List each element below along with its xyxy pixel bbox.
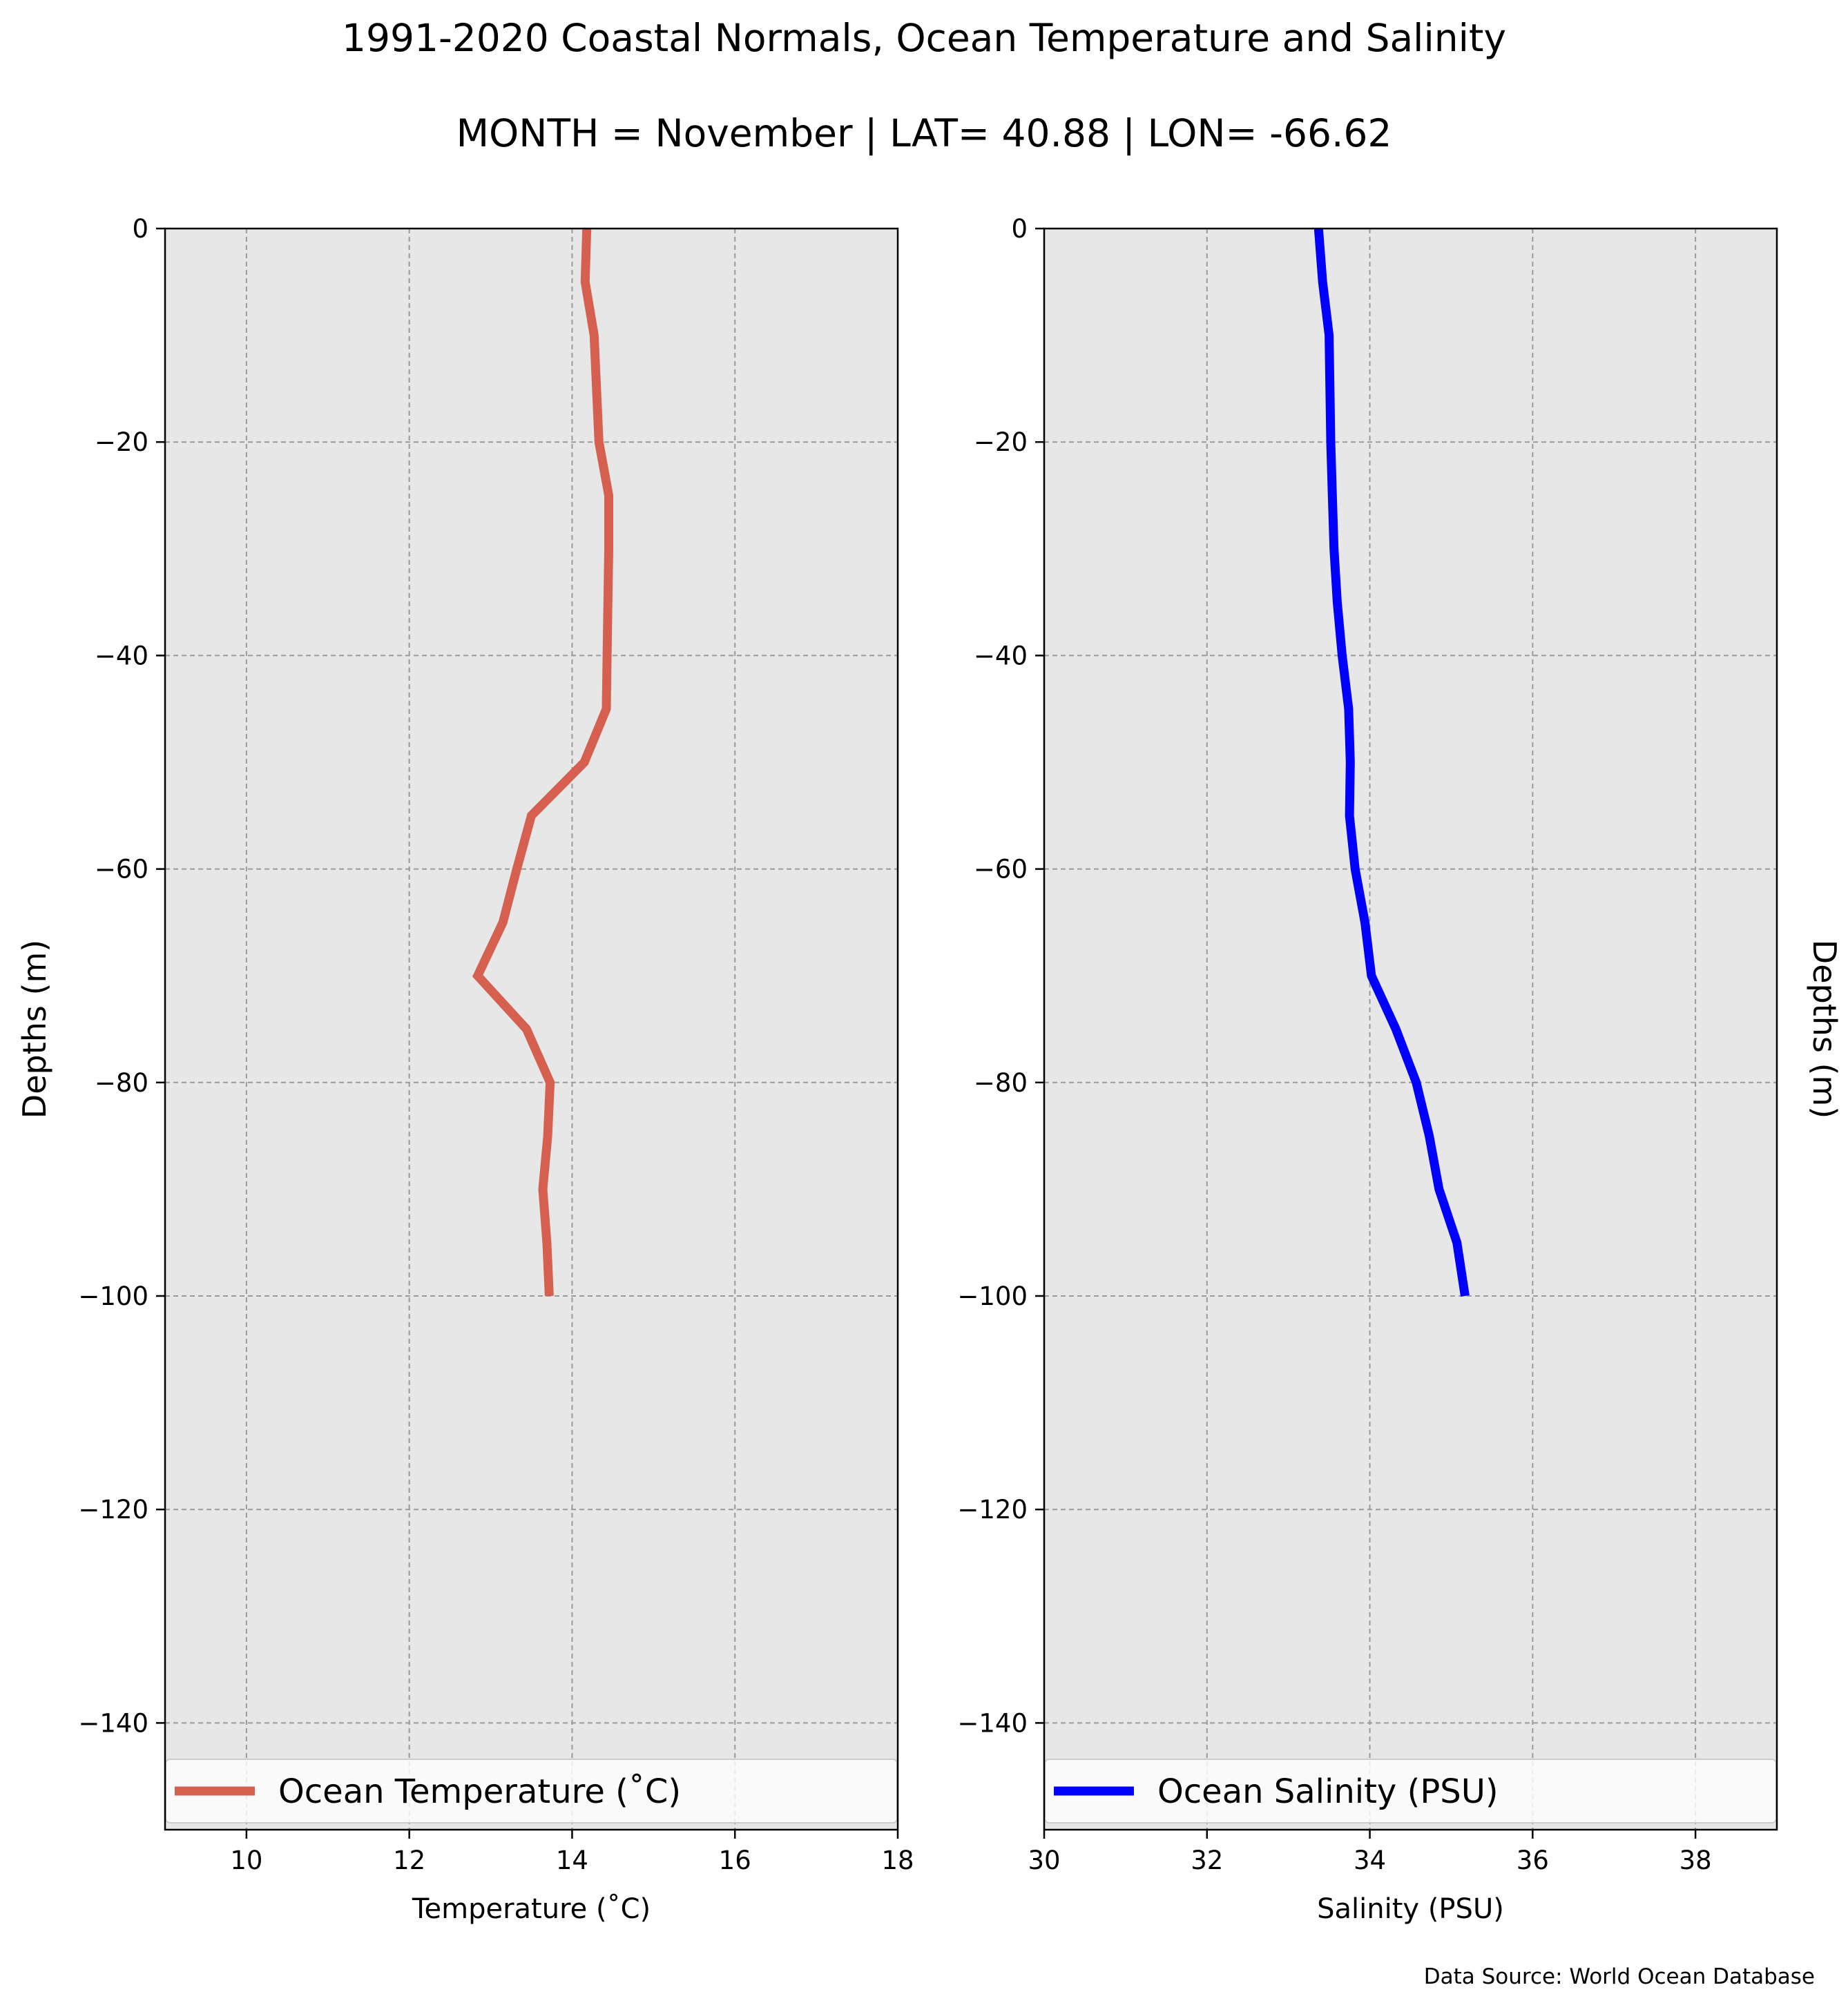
temperature-panel: Ocean Temperature (˚C) 10 12 14 16 18 0 −20 −40 −… <box>16 214 914 1925</box>
x-tick-label: 12 <box>393 1846 425 1875</box>
salinity-panel: Ocean Salinity (PSU) 30 32 34 36 38 0 −20 −40 −60… <box>957 214 1843 1925</box>
y-tick-label: −120 <box>78 1495 148 1525</box>
y-tick-label: −20 <box>95 427 148 457</box>
series-line-temperature <box>472 228 613 1297</box>
y-tick-label: −60 <box>974 855 1028 884</box>
x-tick-label: 10 <box>230 1846 262 1875</box>
y-tick-label: −40 <box>974 641 1028 670</box>
y-tick-label: −80 <box>95 1068 148 1098</box>
y-tick-label: 0 <box>1011 214 1028 244</box>
y-axis-label: Depths (m) <box>1806 940 1843 1119</box>
y-tick-label: −140 <box>957 1708 1028 1738</box>
y-axis-label: Depths (m) <box>16 940 53 1119</box>
legend-label: Ocean Temperature (˚C) <box>278 1772 681 1811</box>
axes-frame <box>164 227 899 1831</box>
y-tick-label: 0 <box>132 214 148 244</box>
y-tick-label: −60 <box>95 855 148 884</box>
y-tick-label: −20 <box>974 427 1028 457</box>
y-tick-label: −120 <box>957 1495 1028 1525</box>
plot-area-background <box>1044 229 1777 1830</box>
x-axis-label: Salinity (PSU) <box>1317 1893 1504 1925</box>
x-tick-label: 14 <box>556 1846 588 1875</box>
chart-title: 1991-2020 Coastal Normals, Ocean Tempera… <box>342 16 1506 60</box>
x-tick-label: 16 <box>719 1846 751 1875</box>
axes-frame <box>1043 227 1778 1831</box>
y-tick-label: −80 <box>974 1068 1028 1098</box>
chart-subtitle: MONTH = November | LAT= 40.88 | LON= -66… <box>456 111 1392 156</box>
legend-label: Ocean Salinity (PSU) <box>1157 1772 1499 1811</box>
x-tick-label: 32 <box>1191 1846 1223 1875</box>
y-tick-label: −40 <box>95 641 148 670</box>
y-tick-label: −140 <box>78 1708 148 1738</box>
x-tick-label: 34 <box>1354 1846 1386 1875</box>
y-tick-label: −100 <box>957 1281 1028 1311</box>
x-tick-label: 38 <box>1679 1846 1712 1875</box>
x-tick-label: 36 <box>1517 1846 1549 1875</box>
x-tick-label: 18 <box>881 1846 914 1875</box>
x-tick-label: 30 <box>1028 1846 1060 1875</box>
series-line-salinity <box>1313 228 1470 1297</box>
y-tick-label: −100 <box>78 1281 148 1311</box>
data-source-note: Data Source: World Ocean Database <box>1424 1964 1815 1989</box>
x-axis-label: Temperature (˚C) <box>412 1893 651 1925</box>
